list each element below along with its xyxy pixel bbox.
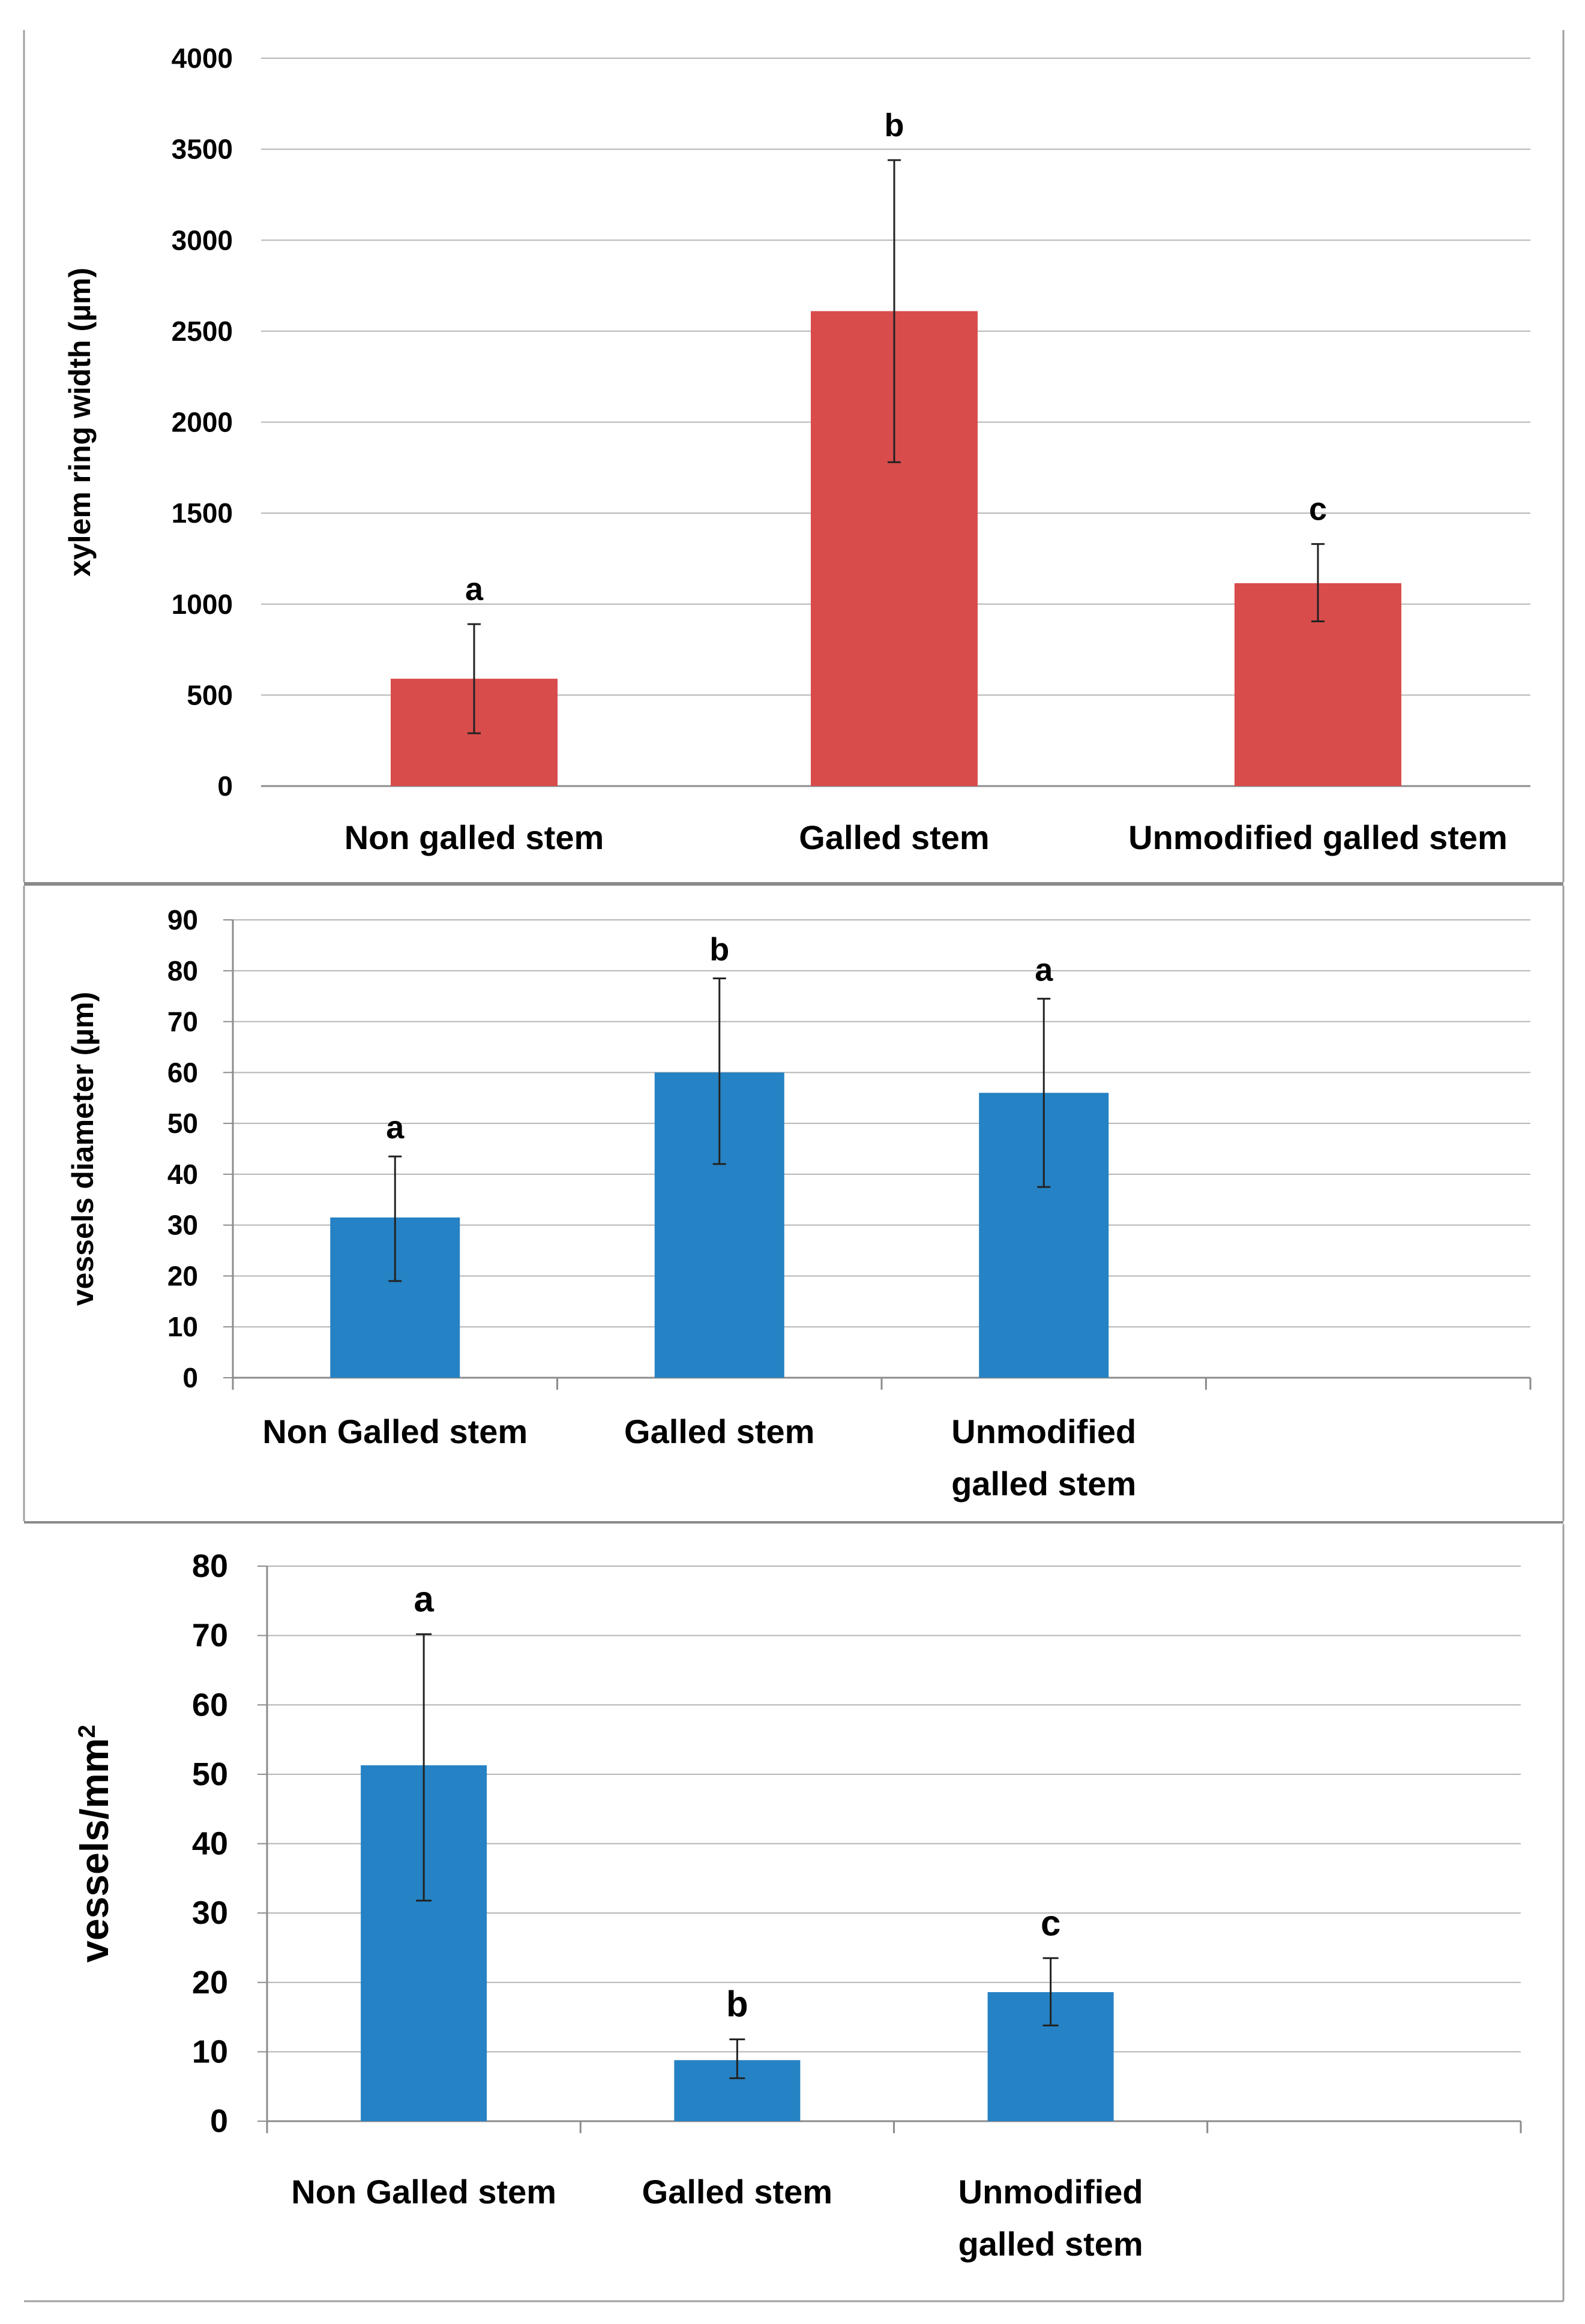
category-label-0: Non Galled stem xyxy=(262,1413,528,1450)
category-label-2: Unmodified galled stem xyxy=(951,1413,1136,1503)
y-tick-label-1500: 1500 xyxy=(172,497,233,529)
y-tick-label-90: 90 xyxy=(167,904,198,935)
category-label-2: Unmodified galled stem xyxy=(1128,818,1508,856)
error-bar-0 xyxy=(388,1155,402,1282)
category-label-line: Galled stem xyxy=(642,2173,832,2211)
xylem-ring-width-chart: 0 500 1000 1500 2000 2500 3000 3500 4000 a Non gal… xyxy=(63,43,1530,856)
y-tick-label-60: 60 xyxy=(192,1687,228,1723)
y-axis-title: vessels diameter (µm) xyxy=(66,992,100,1306)
category-label-line: Non galled stem xyxy=(344,818,604,856)
y-tick-label-80: 80 xyxy=(192,1548,228,1584)
y-tick-label-30: 30 xyxy=(192,1895,228,1931)
y-tick-label-3000: 3000 xyxy=(172,224,233,256)
significance-letter-0: a xyxy=(386,1109,405,1145)
y-tick-label-0: 0 xyxy=(217,770,233,802)
panel-frames xyxy=(23,30,1565,2302)
y-tick-label-3500: 3500 xyxy=(172,134,233,165)
error-bar-1 xyxy=(712,977,726,1165)
y-tick-label-40: 40 xyxy=(167,1159,198,1190)
y-tick-label-30: 30 xyxy=(167,1210,198,1241)
y-tick-label-20: 20 xyxy=(167,1260,198,1291)
error-bar-2 xyxy=(1037,997,1051,1188)
y-tick-label-10: 10 xyxy=(192,2034,228,2070)
y-tick-label-80: 80 xyxy=(167,955,198,986)
y-tick-label-50: 50 xyxy=(192,1756,228,1792)
y-tick-label-70: 70 xyxy=(167,1006,198,1037)
y-axis-title: xylem ring width (µm) xyxy=(63,268,97,577)
category-label-line: galled stem xyxy=(951,1465,1136,1503)
category-label-line: galled stem xyxy=(958,2225,1143,2263)
y-tick-label-1000: 1000 xyxy=(172,589,233,620)
category-label-line: Unmodified xyxy=(951,1413,1136,1450)
y-tick-label-0: 0 xyxy=(182,1362,198,1393)
significance-letter-1: b xyxy=(885,107,904,143)
y-tick-label-40: 40 xyxy=(192,1826,228,1862)
y-tick-label-50: 50 xyxy=(167,1108,198,1139)
significance-letter-1: b xyxy=(709,931,729,967)
significance-letter-2: c xyxy=(1309,491,1327,527)
y-tick-label-10: 10 xyxy=(167,1311,198,1342)
y-tick-label-20: 20 xyxy=(192,1965,228,2001)
error-bar-0 xyxy=(468,623,481,734)
category-label-1: Galled stem xyxy=(624,1413,814,1450)
significance-letter-1: b xyxy=(726,1984,748,2025)
category-label-0: Non galled stem xyxy=(344,818,604,856)
category-label-line: Unmodified xyxy=(958,2173,1143,2211)
category-label-line: Galled stem xyxy=(624,1413,814,1450)
category-label-2: Unmodified galled stem xyxy=(958,2173,1143,2263)
error-bar-1 xyxy=(888,159,901,463)
significance-letter-2: c xyxy=(1041,1903,1060,1943)
error-bar-2 xyxy=(1311,543,1325,623)
error-bar-0 xyxy=(416,1633,432,1902)
y-tick-label-60: 60 xyxy=(167,1057,198,1088)
category-label-line: Non Galled stem xyxy=(262,1413,528,1450)
y-tick-label-500: 500 xyxy=(187,679,233,710)
y-tick-label-0: 0 xyxy=(210,2103,228,2139)
y-axis-title: vessels/mm2 xyxy=(72,1725,116,1963)
vessels-diameter-chart: 0 10 20 30 40 50 60 70 80 90 a Non Galled stem b Gall… xyxy=(66,904,1532,1503)
y-tick-label-4000: 4000 xyxy=(172,43,233,74)
category-label-line: Unmodified galled stem xyxy=(1128,818,1508,856)
category-label-line: Non Galled stem xyxy=(291,2173,556,2211)
y-tick-label-2500: 2500 xyxy=(172,316,233,347)
significance-letter-0: a xyxy=(465,571,484,607)
category-label-0: Non Galled stem xyxy=(291,2173,556,2211)
error-bar-1 xyxy=(729,2038,745,2079)
significance-letter-2: a xyxy=(1035,952,1053,988)
y-tick-label-70: 70 xyxy=(192,1618,228,1654)
vessels-density-chart: 0 10 20 30 40 50 60 70 80 a Non Galled stem b Galled… xyxy=(72,1548,1522,2263)
significance-letter-0: a xyxy=(414,1579,434,1619)
category-label-1: Galled stem xyxy=(799,818,989,856)
y-tick-label-2000: 2000 xyxy=(172,407,233,438)
category-label-1: Galled stem xyxy=(642,2173,832,2211)
error-bar-2 xyxy=(1042,1957,1059,2026)
category-label-line: Galled stem xyxy=(799,818,989,856)
y-axis-title-superscript: 2 xyxy=(74,1725,100,1738)
